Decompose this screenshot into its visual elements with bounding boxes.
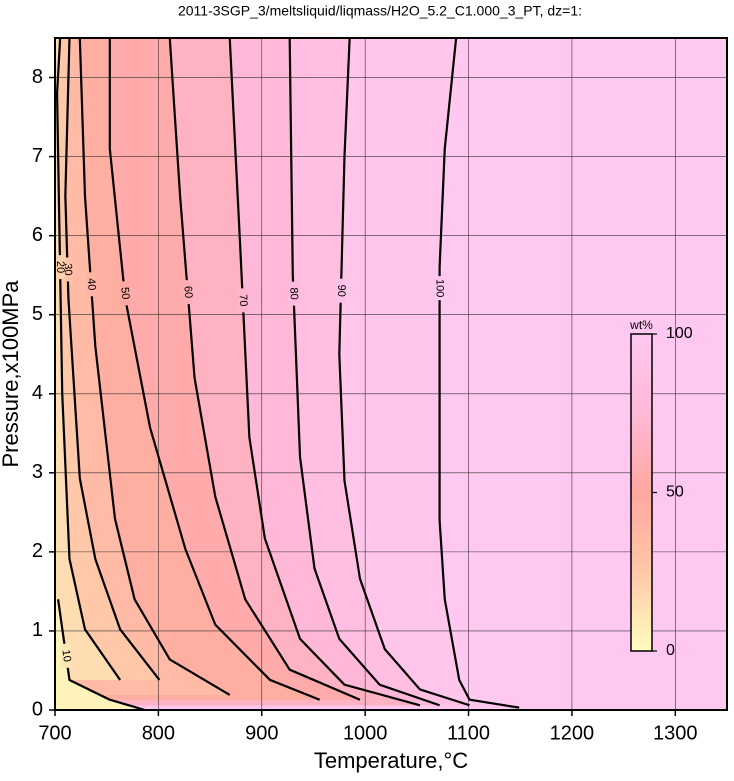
contour-fill <box>55 38 160 680</box>
x-tick-label: 1200 <box>550 722 595 744</box>
x-tick-label: 1000 <box>343 722 388 744</box>
y-tick-label: 7 <box>32 145 43 167</box>
contour-label-bg <box>335 278 346 303</box>
contour-label-bg <box>86 272 97 297</box>
contour-label-bg <box>288 281 299 306</box>
x-tick-label: 700 <box>38 722 71 744</box>
colorbar-label: wt% <box>629 318 653 332</box>
colorbar <box>630 333 653 652</box>
y-tick-label: 4 <box>32 382 43 404</box>
contour-line <box>288 38 440 707</box>
y-tick-label: 8 <box>32 66 43 88</box>
contour-fill <box>55 599 145 710</box>
contour-label-bg <box>434 276 445 301</box>
contour-label-bg <box>55 255 66 280</box>
y-tick-label: 6 <box>32 224 43 246</box>
contour-label-bg <box>237 288 248 313</box>
x-tick-label: 800 <box>142 722 175 744</box>
y-tick-label: 3 <box>32 461 43 483</box>
contour-label-bg <box>62 257 73 282</box>
contour-line <box>228 38 421 707</box>
x-tick-label: 900 <box>245 722 278 744</box>
contour-label-bg <box>182 280 193 305</box>
contour-line <box>438 38 520 709</box>
colorbar-tick-label: 0 <box>666 642 675 659</box>
contour-line <box>168 38 361 701</box>
contour-line <box>55 38 122 681</box>
contour-line <box>108 38 321 701</box>
contour-label-bg <box>119 281 130 306</box>
y-tick-label: 1 <box>32 619 43 641</box>
contour-fill <box>55 38 320 700</box>
contour-line <box>64 38 161 681</box>
colorbar-tick-label: 50 <box>666 484 684 501</box>
y-tick-label: 0 <box>32 698 43 720</box>
y-tick-label: 5 <box>32 303 43 325</box>
contour-label: 10 <box>59 649 73 663</box>
chart-title: 2011-3SGP_3/meltsliquid/liqmass/H2O_5.2_… <box>178 3 582 19</box>
plot-frame <box>54 37 728 711</box>
contour-label: 70 <box>237 294 250 307</box>
contour-label: 40 <box>85 278 98 291</box>
contour-label: 90 <box>335 284 347 297</box>
y-tick-label: 2 <box>32 540 43 562</box>
colorbar-tick-label: 100 <box>666 325 693 342</box>
x-tick-label: 1100 <box>447 722 490 744</box>
contour-label: 60 <box>181 286 194 299</box>
contour-line <box>338 38 470 707</box>
x-tick-label: 1300 <box>653 722 698 744</box>
contour-label: 20 <box>54 261 66 273</box>
x-axis-label: Temperature,°C <box>314 748 468 773</box>
contour-label: 50 <box>118 287 131 300</box>
contour-label: 80 <box>287 287 299 300</box>
contour-label: 100 <box>434 279 446 297</box>
y-axis-label: Pressure,x100MPa <box>0 280 23 468</box>
contour-fill <box>55 38 230 695</box>
contour-line <box>57 599 146 710</box>
contour-line <box>78 38 231 696</box>
contour-label-bg <box>61 643 72 668</box>
